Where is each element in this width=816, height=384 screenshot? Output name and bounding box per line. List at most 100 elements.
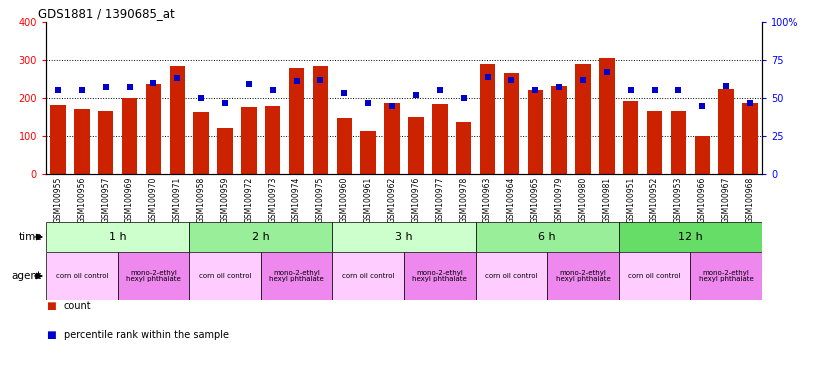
Point [219,99,232,106]
Point [529,87,542,93]
Text: agent: agent [11,271,42,281]
Bar [336,118,352,174]
Point [147,80,160,86]
Text: GSM100980: GSM100980 [579,176,588,223]
Text: 2 h: 2 h [252,232,269,242]
Bar [404,252,476,300]
Point [601,69,614,75]
Text: GSM100956: GSM100956 [78,176,86,223]
Bar [118,252,189,300]
Text: time: time [18,232,42,242]
Text: GSM100964: GSM100964 [507,176,516,223]
Bar [145,84,161,174]
Bar [74,109,90,174]
Bar [432,104,447,174]
Text: 1 h: 1 h [109,232,126,242]
Bar [289,68,304,174]
Text: GSM100973: GSM100973 [268,176,277,223]
Bar [384,103,400,174]
Bar [122,98,137,174]
Bar [552,86,567,174]
Bar [189,222,332,252]
Text: ■: ■ [46,301,55,311]
Point [457,95,470,101]
Text: GSM100971: GSM100971 [173,176,182,223]
Text: percentile rank within the sample: percentile rank within the sample [64,330,229,340]
Point [743,99,756,106]
Text: GSM100963: GSM100963 [483,176,492,223]
Text: GSM100952: GSM100952 [650,176,659,223]
Bar [361,131,376,174]
Point [361,99,375,106]
Point [720,83,733,89]
Bar [241,107,256,174]
Text: GSM100972: GSM100972 [244,176,253,223]
Text: ■: ■ [46,330,55,340]
Text: GSM100979: GSM100979 [555,176,564,223]
Text: GSM100965: GSM100965 [530,176,539,223]
Text: mono-2-ethyl
hexyl phthalate: mono-2-ethyl hexyl phthalate [269,270,324,283]
Bar [98,111,113,174]
Text: GSM100978: GSM100978 [459,176,468,223]
Point [242,81,255,88]
Text: 3 h: 3 h [395,232,413,242]
Bar [332,222,476,252]
Text: corn oil control: corn oil control [199,273,251,279]
Text: GSM100969: GSM100969 [125,176,134,223]
Text: corn oil control: corn oil control [55,273,108,279]
Point [99,84,112,91]
Bar [456,122,472,174]
Text: corn oil control: corn oil control [628,273,681,279]
Bar [476,222,619,252]
Text: GSM100955: GSM100955 [53,176,63,223]
Point [696,103,709,109]
Bar [193,112,209,174]
Text: mono-2-ethyl
hexyl phthalate: mono-2-ethyl hexyl phthalate [126,270,181,283]
Point [266,87,279,93]
Point [410,92,423,98]
Point [194,95,207,101]
Point [648,87,661,93]
Bar [265,106,281,174]
Bar [46,222,189,252]
Bar [217,127,233,174]
Bar [170,66,185,174]
Bar [548,252,619,300]
Point [171,75,184,81]
Bar [694,136,710,174]
Bar [599,58,614,174]
Text: GSM100957: GSM100957 [101,176,110,223]
Text: GSM100968: GSM100968 [746,176,755,223]
Bar [690,252,762,300]
Bar [480,64,495,174]
Bar [619,252,690,300]
Point [290,78,303,84]
Bar [476,252,548,300]
Text: 6 h: 6 h [539,232,556,242]
Point [338,90,351,96]
Bar [527,90,543,174]
Text: 12 h: 12 h [678,232,703,242]
Text: GSM100970: GSM100970 [149,176,158,223]
Text: GSM100967: GSM100967 [721,176,730,223]
Text: GSM100966: GSM100966 [698,176,707,223]
Text: corn oil control: corn oil control [342,273,394,279]
Text: GSM100958: GSM100958 [197,176,206,223]
Bar [503,73,519,174]
Bar [575,64,591,174]
Text: mono-2-ethyl
hexyl phthalate: mono-2-ethyl hexyl phthalate [556,270,610,283]
Point [576,77,589,83]
Bar [718,88,734,174]
Text: corn oil control: corn oil control [486,273,538,279]
Bar [313,66,328,174]
Point [672,87,685,93]
Text: GSM100953: GSM100953 [674,176,683,223]
Bar [50,105,66,174]
Text: GDS1881 / 1390685_at: GDS1881 / 1390685_at [38,7,175,20]
Point [433,87,446,93]
Point [505,77,518,83]
Text: GSM100959: GSM100959 [220,176,229,223]
Point [624,87,637,93]
Point [481,74,494,80]
Point [314,77,327,83]
